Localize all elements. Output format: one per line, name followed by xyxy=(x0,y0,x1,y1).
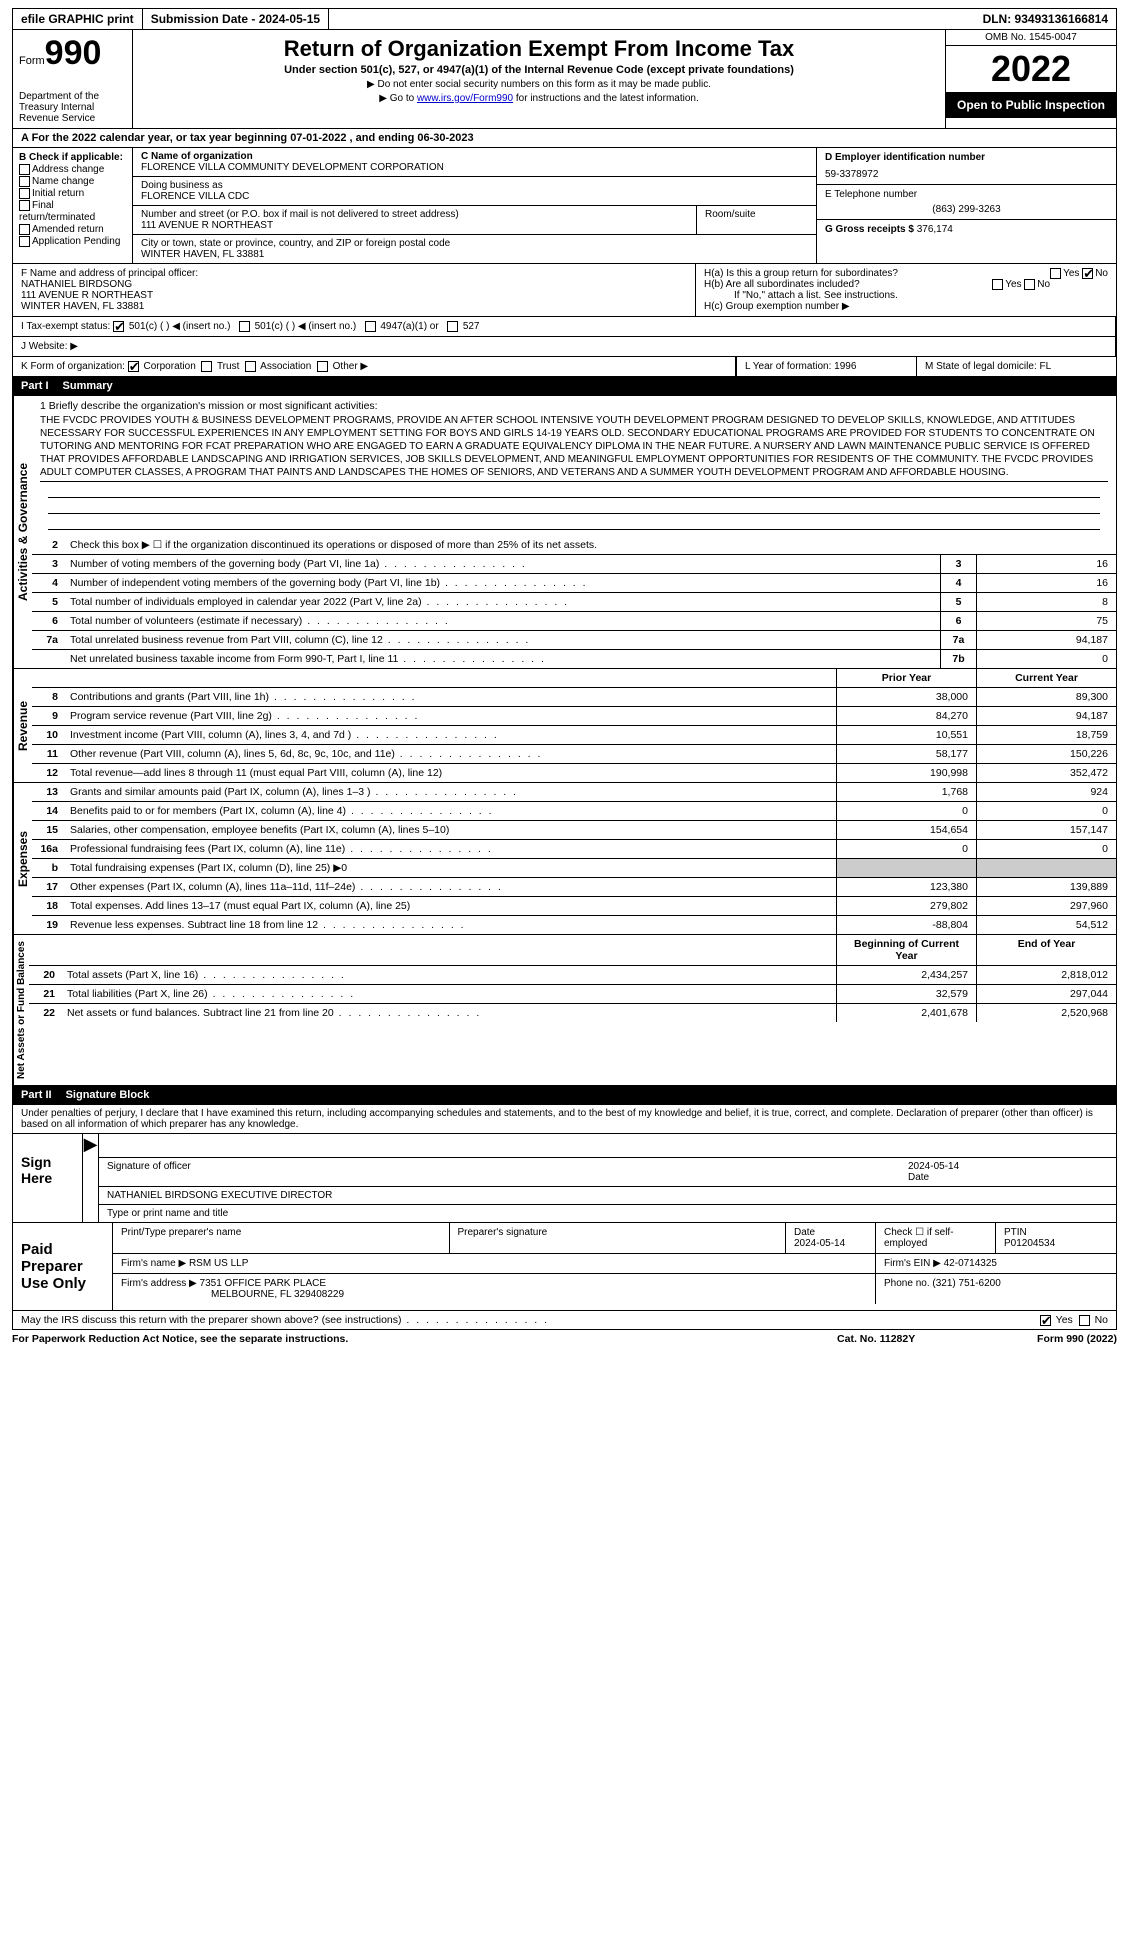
form-word: Form xyxy=(19,55,45,67)
side-net: Net Assets or Fund Balances xyxy=(13,935,29,1085)
b-label: B Check if applicable: xyxy=(19,152,126,163)
website-row: J Website: ▶ xyxy=(12,337,1117,357)
tax-status-row: I Tax-exempt status: 501(c) ( ) ◀ (inser… xyxy=(12,317,1117,337)
year-formation: 1996 xyxy=(834,361,856,372)
ptin: P01204534 xyxy=(1004,1238,1055,1249)
firm-addr: 7351 OFFICE PARK PLACE xyxy=(200,1278,327,1289)
part2-header: Part II Signature Block xyxy=(12,1086,1117,1105)
discuss-row: May the IRS discuss this return with the… xyxy=(12,1311,1117,1330)
officer-row: F Name and address of principal officer:… xyxy=(12,264,1117,317)
hb-note: If "No," attach a list. See instructions… xyxy=(734,290,1108,301)
sign-here-label: Sign Here xyxy=(13,1134,83,1222)
penalty-text: Under penalties of perjury, I declare th… xyxy=(12,1105,1117,1134)
preparer-block: Paid Preparer Use Only Print/Type prepar… xyxy=(12,1223,1117,1311)
form-subtitle: Under section 501(c), 527, or 4947(a)(1)… xyxy=(143,64,935,76)
form-org-row: K Form of organization: Corporation Trus… xyxy=(12,357,1117,377)
cb-discuss-yes[interactable] xyxy=(1040,1315,1051,1326)
cb-discuss-no[interactable] xyxy=(1079,1315,1090,1326)
preparer-label: Paid Preparer Use Only xyxy=(13,1223,113,1310)
submission-date: Submission Date - 2024-05-15 xyxy=(143,9,329,29)
hc-row: H(c) Group exemption number ▶ xyxy=(704,301,1108,312)
telephone: (863) 299-3263 xyxy=(825,204,1108,215)
cb-app-pending[interactable]: Application Pending xyxy=(19,236,126,247)
ha-row: H(a) Is this a group return for subordin… xyxy=(704,268,1108,279)
tax-year: 2022 xyxy=(946,46,1116,92)
cb-501c3[interactable] xyxy=(113,321,124,332)
v4: 16 xyxy=(976,574,1116,592)
mission-text: THE FVCDC PROVIDES YOUTH & BUSINESS DEVE… xyxy=(40,412,1108,482)
form-header: Form990 Department of the Treasury Inter… xyxy=(12,30,1117,129)
firm-phone: (321) 751-6200 xyxy=(932,1278,1000,1289)
title-cell: Return of Organization Exempt From Incom… xyxy=(133,30,946,128)
omb: OMB No. 1545-0047 xyxy=(946,30,1116,46)
state-domicile: FL xyxy=(1040,361,1052,372)
firm-ein: 42-0714325 xyxy=(944,1258,997,1269)
cb-amended[interactable]: Amended return xyxy=(19,224,126,235)
cb-addr-change[interactable]: Address change xyxy=(19,164,126,175)
city: WINTER HAVEN, FL 33881 xyxy=(141,249,808,260)
v5: 8 xyxy=(976,593,1116,611)
col-b: B Check if applicable: Address change Na… xyxy=(13,148,133,263)
firm-name: RSM US LLP xyxy=(189,1258,248,1269)
col-c: C Name of organization FLORENCE VILLA CO… xyxy=(133,148,816,263)
officer-name-title: NATHANIEL BIRDSONG EXECUTIVE DIRECTOR xyxy=(107,1190,1108,1201)
hb-row: H(b) Are all subordinates included? Yes … xyxy=(704,279,1108,290)
note-link: ▶ Go to www.irs.gov/Form990 for instruct… xyxy=(143,93,935,104)
form-num: 990 xyxy=(45,34,102,72)
period-row: A For the 2022 calendar year, or tax yea… xyxy=(12,129,1117,148)
year-cell: OMB No. 1545-0047 2022 Open to Public In… xyxy=(946,30,1116,128)
note-ssn: ▶ Do not enter social security numbers o… xyxy=(143,79,935,90)
revenue-section: Revenue Prior YearCurrent Year 8Contribu… xyxy=(12,669,1117,783)
gross-receipts: 376,174 xyxy=(917,224,953,235)
cb-final[interactable]: Final return/terminated xyxy=(19,200,126,222)
v7b: 0 xyxy=(976,650,1116,668)
col-d: D Employer identification number 59-3378… xyxy=(816,148,1116,263)
main-block: B Check if applicable: Address change Na… xyxy=(12,148,1117,264)
signature-block: Sign Here ▶ Signature of officer 2024-05… xyxy=(12,1134,1117,1223)
net-section: Net Assets or Fund Balances Beginning of… xyxy=(12,935,1117,1086)
activities-section: Activities & Governance 1 Briefly descri… xyxy=(12,396,1117,669)
side-expenses: Expenses xyxy=(13,783,32,934)
dba: FLORENCE VILLA CDC xyxy=(141,191,808,202)
part1-header: Part I Summary xyxy=(12,377,1117,396)
street: 111 AVENUE R NORTHEAST xyxy=(141,220,688,231)
cb-initial[interactable]: Initial return xyxy=(19,188,126,199)
room-suite: Room/suite xyxy=(696,206,816,234)
v6: 75 xyxy=(976,612,1116,630)
top-bar: efile GRAPHIC print Submission Date - 20… xyxy=(12,8,1117,30)
prep-date: 2024-05-14 xyxy=(794,1238,845,1249)
v7a: 94,187 xyxy=(976,631,1116,649)
form-title: Return of Organization Exempt From Incom… xyxy=(143,36,935,62)
ein: 59-3378972 xyxy=(825,169,1108,180)
side-activities: Activities & Governance xyxy=(13,396,32,668)
v3: 16 xyxy=(976,555,1116,573)
arrow-icon: ▶ xyxy=(83,1134,99,1222)
form-number-cell: Form990 Department of the Treasury Inter… xyxy=(13,30,133,128)
cb-name-change[interactable]: Name change xyxy=(19,176,126,187)
dept-label: Department of the Treasury Internal Reve… xyxy=(19,91,126,124)
open-public: Open to Public Inspection xyxy=(946,92,1116,118)
org-name: FLORENCE VILLA COMMUNITY DEVELOPMENT COR… xyxy=(141,162,808,173)
sig-date: 2024-05-14 xyxy=(908,1161,959,1172)
efile-print[interactable]: efile GRAPHIC print xyxy=(13,9,143,29)
expenses-section: Expenses 13Grants and similar amounts pa… xyxy=(12,783,1117,935)
footer: For Paperwork Reduction Act Notice, see … xyxy=(12,1330,1117,1348)
irs-link[interactable]: www.irs.gov/Form990 xyxy=(417,93,513,104)
officer-name: NATHANIEL BIRDSONG xyxy=(21,279,687,290)
dln: DLN: 93493136166814 xyxy=(975,9,1116,29)
side-revenue: Revenue xyxy=(13,669,32,782)
